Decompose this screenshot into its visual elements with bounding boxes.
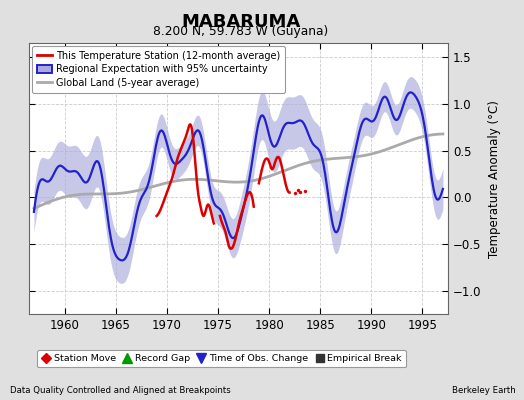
Point	[290, 190, 299, 196]
Text: MABARUMA: MABARUMA	[181, 13, 301, 31]
Point	[293, 187, 302, 193]
Text: Berkeley Earth: Berkeley Earth	[452, 386, 516, 395]
Text: 8.200 N, 59.783 W (Guyana): 8.200 N, 59.783 W (Guyana)	[154, 25, 329, 38]
Point	[296, 188, 304, 195]
Legend: Station Move, Record Gap, Time of Obs. Change, Empirical Break: Station Move, Record Gap, Time of Obs. C…	[38, 350, 406, 368]
Text: Data Quality Controlled and Aligned at Breakpoints: Data Quality Controlled and Aligned at B…	[10, 386, 231, 395]
Y-axis label: Temperature Anomaly (°C): Temperature Anomaly (°C)	[488, 100, 501, 258]
Point	[301, 188, 309, 194]
